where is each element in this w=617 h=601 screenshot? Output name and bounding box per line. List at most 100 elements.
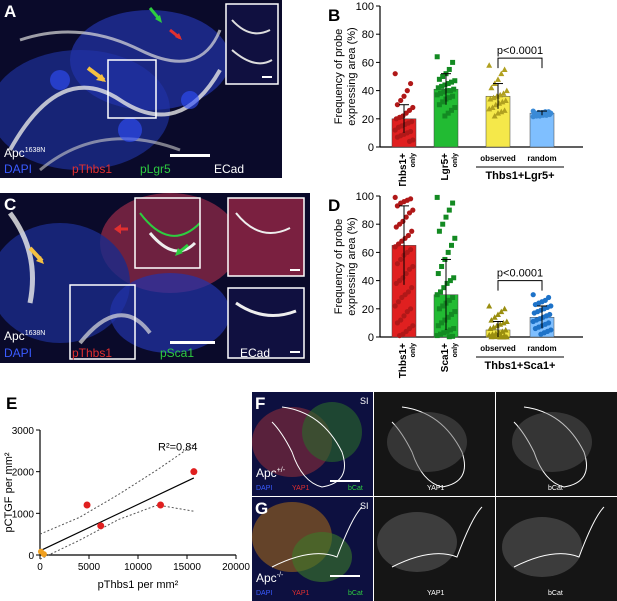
chart-d-point-0-11 [393, 224, 399, 230]
chart-e-ci-upper [39, 444, 195, 535]
chart-b-cat-label-0-b: only [410, 153, 417, 167]
chart-b-point-0-3 [401, 93, 407, 99]
chart-d-point-0-25 [403, 270, 409, 277]
panel-a-genotype-sup: 1638N [24, 147, 46, 154]
chart-b-point-2-3 [495, 76, 501, 82]
panel-a-tissue [0, 0, 282, 178]
chart-e-xtick-label-0: 0 [37, 562, 43, 573]
chart-d-point-1-0 [434, 194, 440, 200]
chart-b-point-1-4 [440, 74, 446, 79]
chart-b-point-1-16 [438, 90, 443, 96]
panel-b-letter: B [328, 6, 341, 25]
chart-b-cat-label-2: observed [480, 154, 516, 163]
chart-d-point-1-10 [439, 264, 445, 269]
chart-d-ylabel-line1: Frequency of probe [333, 219, 345, 314]
chart-b-point-2-2 [498, 70, 505, 77]
chart-b-point-1-26 [442, 113, 448, 119]
chart-e-xlabel: pThbs1 per mm² [98, 579, 179, 591]
chart-d-point-0-34 [392, 303, 398, 309]
chart-b-point-1-5 [436, 76, 442, 82]
chart-b-point-2-11 [487, 96, 494, 102]
chart-b-point-0-22 [394, 134, 400, 140]
chart-d-point-0-39 [394, 320, 400, 326]
panel-c-genotype-base: Apc [4, 329, 25, 343]
chart-d-point-1-17 [434, 292, 440, 298]
chart-d-point-1-5 [436, 228, 442, 234]
chart-b-cat-label-0: Thbs1+only [398, 153, 417, 186]
chart-b-ylabel-line2: expressing area (%) [346, 27, 358, 125]
chart-d-point-1-2 [446, 207, 452, 213]
chart-d-point-1-24 [449, 311, 454, 317]
chart-d-cat-label-0-a: Thbs1+ [398, 343, 409, 378]
panel-c-legend-white: ECad [240, 346, 271, 360]
chart-b-point-2-20 [495, 110, 501, 116]
chart-d-point-1-33 [438, 331, 443, 337]
chart-d-point-1-31 [444, 328, 450, 334]
chart-b-point-1-0 [434, 54, 440, 60]
chart-b-point-2-5 [488, 84, 495, 91]
chart-d-point-0-36 [404, 309, 410, 315]
chart-e-ci-lower [39, 504, 194, 560]
chart-d-point-2-1 [501, 305, 508, 312]
chart-d-point-1-6 [452, 235, 458, 241]
chart-d-point-2-25 [497, 334, 504, 340]
chart-d-cat-label-1-b: only [452, 343, 459, 357]
chart-e-r2-label: R²=0.84 [158, 442, 197, 454]
chart-b-point-1-23 [452, 105, 458, 111]
panel-g-col-yap1: YAP1 [427, 590, 445, 597]
chart-e-xtick-label-4: 20000 [222, 562, 250, 573]
chart-d-point-3-0 [530, 292, 536, 298]
chart-b-ytick-label-2: 40 [362, 86, 374, 98]
panel-f-micrograph: F SI Apc+/- DAPI YAP1 bCat YAP1 bCat [252, 392, 617, 496]
chart-d-point-2-7 [500, 319, 507, 326]
chart-d-cat-label-3: random [527, 344, 556, 353]
chart-d-point-0-0 [392, 194, 398, 201]
chart-d-point-1-8 [445, 249, 451, 255]
chart-d-point-1-7 [449, 242, 454, 248]
chart-b-sig-label: p<0.0001 [497, 45, 543, 57]
chart-d-point-0-28 [393, 280, 399, 287]
chart-d-ylabel-line2: expressing area (%) [346, 217, 358, 315]
panel-d-letter: D [328, 196, 341, 215]
chart-d-point-1-12 [451, 275, 457, 281]
chart-d: 0 20 40 60 80 100 Frequency of probeexpressing… [333, 191, 583, 378]
chart-b-point-1-10 [439, 83, 445, 89]
panel-a-legend-white: ECad [214, 162, 245, 176]
panel-f-tissue [252, 392, 617, 496]
chart-e-red-point-2 [157, 501, 165, 509]
chart-b-point-1-13 [447, 88, 453, 94]
chart-b-point-3-17 [530, 114, 536, 120]
chart-e: 0 1000 2000 3000 0 5000 10000 15000 20000 pThbs1 … [3, 426, 250, 591]
chart-d-point-3-11 [531, 310, 537, 316]
chart-d-point-0-24 [406, 266, 413, 272]
chart-d-point-0-8 [403, 214, 409, 220]
chart-b-point-2-21 [491, 112, 498, 119]
chart-d-ylabel: Frequency of probeexpressing area (%) [333, 217, 358, 315]
chart-d-cat-label-1: Sca1+only [440, 343, 459, 372]
chart-b-cat-label-0-a: Thbs1+ [398, 153, 409, 186]
chart-d-point-0-17 [392, 244, 398, 250]
chart-d-point-1-14 [444, 280, 450, 286]
chart-b-cat-label-1-a: Lgr5+ [440, 153, 451, 181]
panel-a-letter: A [4, 2, 17, 21]
chart-d-point-1-16 [438, 289, 443, 295]
chart-b-ytick-label-3: 60 [362, 57, 374, 69]
chart-d-point-3-5 [532, 301, 538, 308]
chart-e-fit-line [39, 477, 195, 552]
chart-d-point-1-13 [447, 278, 453, 284]
chart-b-point-1-11 [435, 85, 441, 91]
chart-d-point-0-7 [406, 210, 413, 216]
chart-d-point-1-27 [439, 320, 445, 326]
chart-d-point-0-12 [409, 228, 415, 234]
chart-e-red-point-1 [97, 522, 105, 530]
chart-b-point-1-24 [449, 107, 454, 113]
chart-d-point-1-22 [436, 306, 442, 312]
chart-d-point-1-15 [441, 285, 447, 291]
chart-b-point-1-1 [450, 59, 456, 65]
chart-d-point-2-10 [490, 324, 497, 330]
panel-g-genotype-sup: -/- [276, 572, 284, 579]
chart-b-point-2-7 [500, 90, 507, 96]
chart-b-point-1-17 [434, 92, 440, 98]
chart-b-ylabel: Frequency of probeexpressing area (%) [333, 27, 358, 125]
chart-b-point-2-17 [486, 105, 493, 112]
